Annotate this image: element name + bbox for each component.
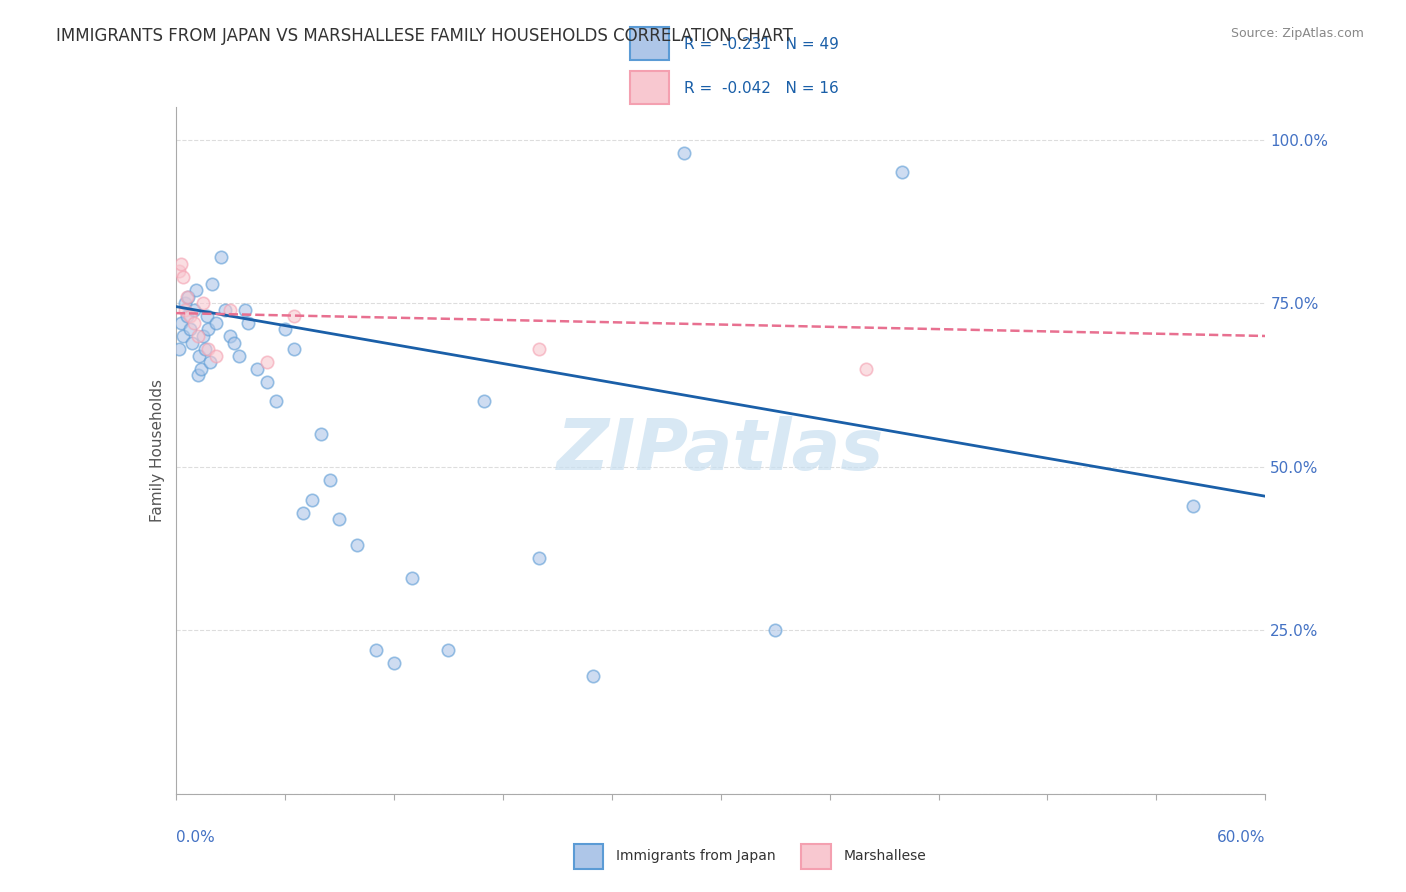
Point [200,355,222,369]
Text: 0.0%: 0.0% [176,830,215,845]
Point [183,316,205,330]
Point [190,361,212,376]
Point [264,394,287,409]
Point [172,270,194,285]
Point [309,427,332,442]
Y-axis label: Family Households: Family Households [150,379,166,522]
Point [194,342,217,356]
Point [855,361,877,376]
Point [673,145,696,160]
Point [346,538,368,552]
Point [382,656,405,670]
Point [191,329,214,343]
Point [301,492,323,507]
Point [274,322,297,336]
Point [283,310,305,324]
Point [176,310,198,324]
Point [195,310,218,324]
Text: Source: ZipAtlas.com: Source: ZipAtlas.com [1230,27,1364,40]
FancyBboxPatch shape [630,71,669,104]
Point [209,251,232,265]
Point [186,329,209,343]
Point [214,302,236,317]
Point [891,165,914,179]
Point [191,296,214,310]
Point [204,349,226,363]
Point [364,643,387,657]
Point [219,302,242,317]
Point [401,571,423,585]
Point [188,349,211,363]
Point [170,257,193,271]
Point [176,290,198,304]
Point [204,316,226,330]
Point [283,342,305,356]
Text: R =  -0.042   N = 16: R = -0.042 N = 16 [685,80,839,95]
Point [169,263,191,277]
Point [246,361,269,376]
Point [181,335,204,350]
Text: R =  -0.231   N = 49: R = -0.231 N = 49 [685,37,839,52]
Point [437,643,460,657]
Point [328,512,350,526]
Text: IMMIGRANTS FROM JAPAN VS MARSHALLESE FAMILY HOUSEHOLDS CORRELATION CHART: IMMIGRANTS FROM JAPAN VS MARSHALLESE FAM… [56,27,793,45]
Point [197,342,219,356]
FancyBboxPatch shape [630,28,669,60]
Point [173,296,195,310]
Point [177,290,200,304]
Point [184,283,207,297]
Point [179,310,201,324]
Point [228,349,250,363]
Point [238,316,260,330]
Point [170,316,193,330]
Point [173,302,195,317]
FancyBboxPatch shape [574,844,603,869]
Point [179,322,201,336]
Point [474,394,496,409]
Point [197,322,219,336]
Text: 60.0%: 60.0% [1218,830,1265,845]
Point [172,329,194,343]
Point [256,355,278,369]
Point [256,375,278,389]
Text: ZIPatlas: ZIPatlas [557,416,884,485]
Text: Marshallese: Marshallese [844,849,927,863]
Point [527,342,550,356]
Point [222,335,245,350]
FancyBboxPatch shape [801,844,831,869]
Point [319,473,342,487]
Point [527,551,550,566]
Point [233,302,256,317]
Point [219,329,242,343]
Point [183,302,205,317]
Point [291,506,314,520]
Point [169,342,191,356]
Text: Immigrants from Japan: Immigrants from Japan [616,849,776,863]
Point [1181,499,1204,513]
Point [582,669,605,683]
Point [763,624,786,638]
Point [186,368,209,383]
Point [201,277,224,291]
